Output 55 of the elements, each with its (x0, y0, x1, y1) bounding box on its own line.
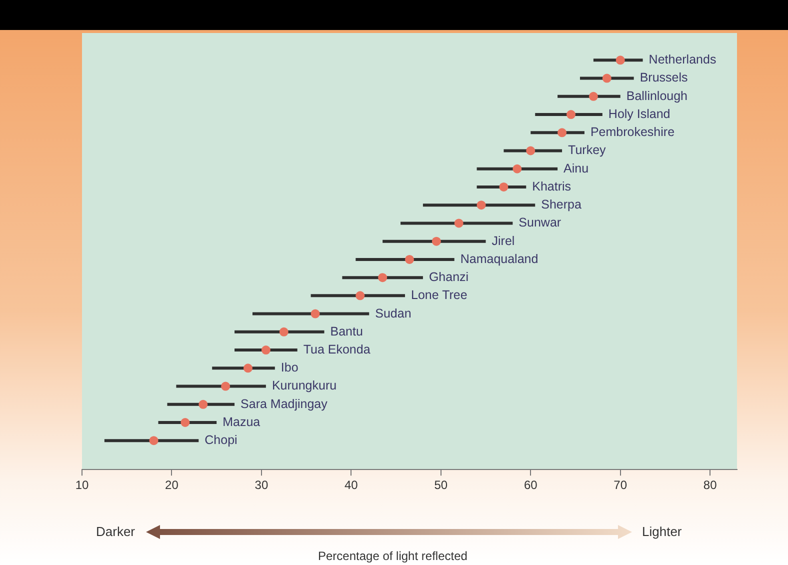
point (261, 346, 270, 355)
y-tick-label: Ballinlough (626, 88, 688, 103)
point (526, 146, 536, 156)
point (454, 218, 464, 228)
y-tick-label: Namaqualand (460, 252, 538, 266)
x-axis-title: Percentage of light reflected (318, 549, 468, 563)
point (558, 128, 567, 138)
x-tick-label: 70 (614, 478, 628, 492)
y-tick-label: Khatris (532, 179, 572, 194)
point (243, 364, 252, 373)
point (221, 382, 230, 391)
y-tick-label: Jirel (492, 234, 515, 248)
y-tick-label: Netherlands (648, 52, 716, 67)
point (512, 164, 522, 174)
point (378, 273, 388, 282)
y-tick-label: Mazua (222, 414, 260, 429)
y-tick-label: Holy Island (608, 106, 670, 121)
x-tick-label: 20 (165, 478, 179, 492)
x-tick-label: 30 (254, 478, 268, 492)
x-tick-label: 80 (703, 478, 718, 492)
y-tick-label: Chopi (204, 433, 238, 448)
x-tick-label: 50 (434, 478, 448, 492)
point (279, 327, 288, 336)
y-tick-label: Sara Madjingay (240, 396, 328, 411)
y-tick-label: Ghanzi (428, 270, 469, 284)
text: Lighter (642, 524, 682, 539)
point (602, 74, 612, 83)
point (180, 418, 190, 427)
point (310, 309, 320, 318)
y-tick-label: Turkey (568, 143, 607, 158)
point (356, 291, 365, 300)
y-tick-label: Ainu (564, 161, 589, 176)
point (588, 92, 598, 101)
point (499, 182, 508, 192)
point (149, 436, 158, 446)
point (405, 254, 414, 264)
y-tick-label: Kurungkuru (272, 378, 337, 393)
text: Darker (96, 524, 136, 539)
x-tick-label: 40 (344, 478, 358, 492)
y-tick-label: Tua Ekonda (303, 342, 370, 356)
y-tick-label: Lone Tree (411, 288, 468, 302)
y-tick-label: Sherpa (541, 198, 582, 212)
point (566, 110, 576, 120)
point (476, 200, 486, 210)
x-tick-label: 60 (524, 478, 538, 492)
y-tick-label: Ibo (280, 360, 298, 375)
y-tick-label: Pembrokeshire (590, 125, 675, 140)
point (616, 56, 625, 65)
point (432, 236, 441, 246)
y-tick-label: Bantu (330, 324, 363, 338)
y-tick-label: Brussels (640, 70, 688, 85)
y-tick-label: Sunwar (518, 216, 562, 230)
y-tick-label: Sudan (375, 306, 412, 320)
x-tick-label: 10 (75, 478, 89, 492)
point (198, 400, 208, 409)
